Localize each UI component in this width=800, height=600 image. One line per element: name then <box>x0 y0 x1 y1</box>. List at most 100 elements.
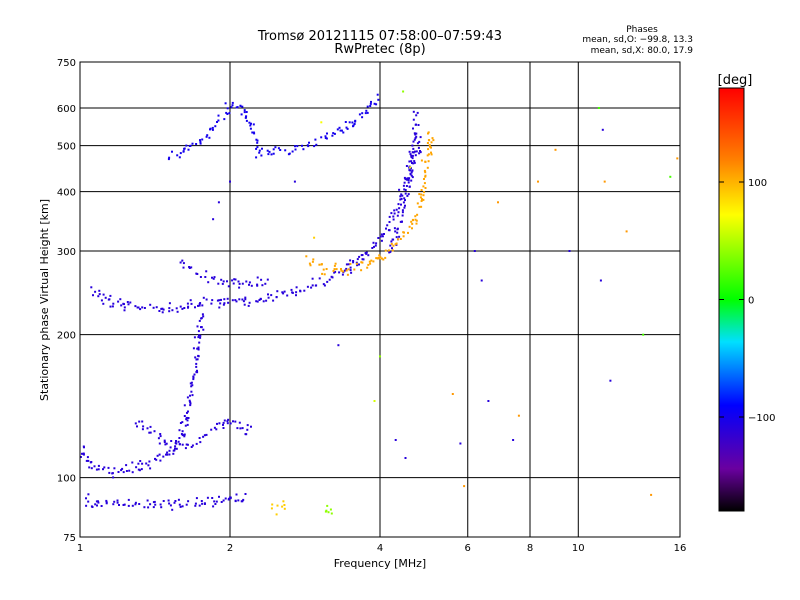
data-point <box>422 198 425 201</box>
x-tick-labels: 1 2 4 6 8 10 16 <box>77 543 687 554</box>
data-point <box>241 105 244 108</box>
data-point <box>352 124 355 127</box>
data-point <box>347 263 350 266</box>
data-point <box>413 138 416 141</box>
data-point <box>163 439 166 442</box>
data-point <box>192 347 195 350</box>
data-point <box>127 303 130 306</box>
data-point <box>335 268 338 271</box>
data-point <box>381 235 384 238</box>
data-point <box>324 135 327 138</box>
data-point <box>141 428 144 431</box>
data-point <box>241 427 244 430</box>
data-point <box>243 111 246 114</box>
data-point <box>83 446 85 449</box>
data-point <box>195 365 198 368</box>
data-point <box>341 273 344 276</box>
data-point <box>137 462 140 465</box>
data-point <box>415 132 418 135</box>
data-point <box>473 250 476 252</box>
data-point <box>223 302 226 305</box>
data-point <box>185 443 188 446</box>
data-point <box>419 150 421 152</box>
data-point <box>222 421 225 424</box>
data-point <box>270 294 273 297</box>
data-point <box>409 153 412 156</box>
data-point <box>305 255 308 258</box>
data-point <box>386 224 389 227</box>
data-point <box>379 355 381 358</box>
data-point <box>189 402 192 405</box>
data-point <box>392 218 395 221</box>
data-point <box>377 237 380 239</box>
data-point <box>249 124 252 127</box>
data-point <box>256 146 259 149</box>
data-point <box>318 263 321 266</box>
data-point <box>180 433 183 435</box>
data-point <box>167 499 170 502</box>
data-point <box>284 149 287 152</box>
data-point <box>333 264 336 267</box>
data-point <box>183 404 186 407</box>
data-point <box>418 152 421 155</box>
data-point <box>176 310 179 313</box>
data-point <box>184 424 187 427</box>
data-point <box>412 140 415 143</box>
data-point <box>282 500 285 503</box>
data-point <box>229 497 232 500</box>
data-point <box>250 122 252 125</box>
data-point <box>358 255 361 258</box>
data-point <box>426 142 429 144</box>
data-point <box>270 153 273 156</box>
data-point <box>375 257 378 260</box>
data-point <box>205 135 208 138</box>
data-point <box>415 114 418 117</box>
data-point <box>401 214 404 217</box>
data-point <box>360 269 363 272</box>
data-point <box>239 427 242 430</box>
data-point <box>183 147 186 150</box>
data-point <box>332 132 335 135</box>
data-point <box>95 468 98 471</box>
data-point <box>125 464 128 467</box>
data-point <box>374 244 377 247</box>
data-point <box>382 258 385 261</box>
data-point <box>134 503 137 506</box>
data-point <box>361 261 364 264</box>
data-point <box>409 166 412 169</box>
data-point <box>315 284 318 287</box>
data-point <box>378 254 381 257</box>
data-point <box>213 276 216 279</box>
data-point <box>168 307 171 310</box>
data-point <box>190 385 193 388</box>
data-point <box>411 176 414 179</box>
data-point <box>411 169 414 172</box>
data-point <box>137 468 140 471</box>
data-point <box>248 281 251 284</box>
data-point <box>415 150 418 153</box>
data-point <box>146 427 149 430</box>
data-point <box>198 437 201 439</box>
data-point <box>412 147 415 150</box>
data-point <box>230 106 233 109</box>
data-point <box>288 152 291 155</box>
data-point <box>603 180 606 183</box>
data-point <box>165 453 167 456</box>
x-tick-label: 4 <box>377 543 383 554</box>
data-point <box>286 294 289 297</box>
data-point <box>394 230 397 233</box>
data-point <box>327 511 330 514</box>
data-point <box>107 298 110 301</box>
data-point <box>173 501 176 504</box>
data-point <box>416 111 419 114</box>
data-point <box>407 193 410 196</box>
data-point <box>419 136 422 139</box>
data-point <box>181 307 184 310</box>
data-point <box>283 290 286 293</box>
data-point <box>199 336 202 339</box>
data-point <box>311 284 314 287</box>
data-point <box>226 420 229 423</box>
data-point <box>228 112 231 115</box>
data-point <box>247 304 250 307</box>
data-point <box>241 282 244 285</box>
